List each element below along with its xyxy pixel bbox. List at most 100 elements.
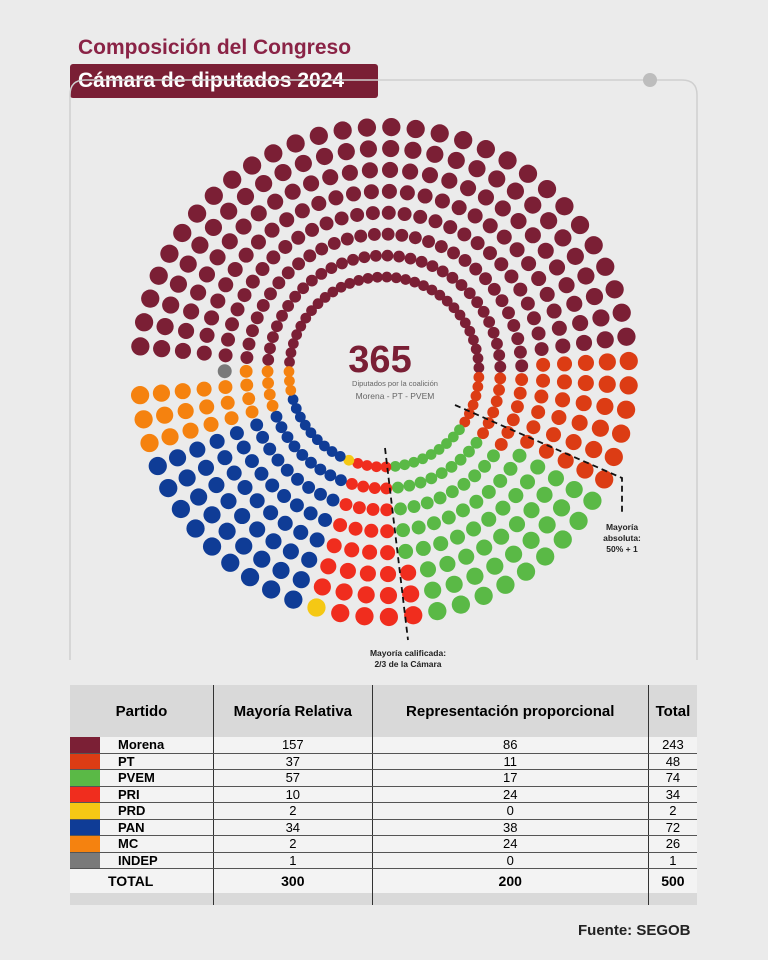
seat (358, 251, 371, 264)
seat (591, 419, 609, 437)
seat (245, 274, 260, 289)
seat (407, 500, 421, 513)
seat (428, 214, 443, 229)
seat (611, 424, 631, 443)
seat (230, 302, 245, 317)
seat (390, 272, 402, 284)
seat (235, 537, 253, 555)
seat (584, 236, 603, 255)
seat (285, 347, 297, 359)
seat (311, 195, 327, 211)
column-header: Representación proporcional (371, 685, 649, 737)
seat (240, 351, 254, 365)
seat (240, 378, 254, 392)
seat (531, 326, 546, 341)
cell: 1 (213, 852, 373, 869)
seat (290, 403, 302, 414)
seat (540, 212, 558, 230)
seat (289, 498, 304, 513)
cell: 48 (647, 753, 697, 770)
seat (271, 453, 285, 467)
cell: 86 (371, 737, 649, 754)
seat (424, 581, 442, 599)
seat (262, 580, 281, 599)
seat (190, 284, 207, 301)
seat (428, 602, 447, 621)
seat (596, 397, 614, 416)
seat (264, 287, 277, 301)
seat (320, 558, 337, 575)
seat (459, 317, 471, 329)
seat (191, 236, 209, 254)
seat (393, 250, 405, 263)
seat (460, 180, 477, 197)
seat (186, 519, 205, 538)
center-value: 365 (348, 339, 411, 381)
seat (217, 364, 232, 379)
seat (612, 303, 631, 322)
center-label: Diputados por la coalición (352, 379, 438, 388)
seat (303, 506, 318, 521)
center-sublabel: Morena - PT - PVEM (356, 391, 435, 401)
seat (179, 255, 197, 273)
seat (326, 538, 342, 554)
seat (343, 454, 355, 466)
seat (379, 586, 398, 605)
seat (506, 413, 520, 427)
seat (149, 266, 168, 285)
seat (394, 502, 407, 516)
seat (483, 316, 496, 328)
seat (435, 467, 448, 480)
seat (302, 480, 316, 494)
seat (178, 469, 196, 487)
seat (380, 461, 392, 473)
seat (477, 305, 490, 318)
column-header: Mayoría Relativa (213, 685, 373, 737)
seat (204, 186, 223, 205)
seat (400, 564, 417, 581)
seat (334, 211, 349, 226)
seat (339, 498, 353, 511)
seat (408, 456, 420, 468)
seat (389, 460, 401, 472)
seat (380, 545, 396, 561)
seat (434, 240, 448, 254)
seat (276, 309, 288, 322)
seat (339, 562, 356, 579)
seat (381, 161, 399, 179)
seat (449, 529, 466, 545)
seat (272, 561, 290, 580)
seat (249, 521, 266, 538)
qualified-line (384, 447, 409, 641)
seat (493, 349, 506, 362)
seat (379, 566, 397, 583)
seat (156, 318, 174, 336)
party-name: MC (100, 835, 214, 853)
seat (445, 485, 459, 499)
seat (341, 164, 358, 181)
seat (552, 499, 571, 517)
cell: 2 (213, 802, 373, 820)
seat (140, 433, 159, 453)
seat (425, 449, 437, 460)
party-color (70, 819, 100, 836)
seat (596, 331, 614, 349)
seat (250, 234, 266, 250)
frame (69, 79, 698, 660)
seat (481, 511, 497, 527)
seat (255, 175, 273, 193)
seat (327, 286, 339, 298)
seat (203, 506, 221, 524)
seat (471, 296, 484, 309)
seat (433, 444, 445, 455)
seat (255, 262, 270, 276)
seat (285, 384, 297, 396)
seat (524, 227, 541, 244)
seat (538, 443, 554, 459)
seat (277, 489, 292, 504)
seat (365, 206, 380, 221)
seat (305, 427, 317, 439)
seat (256, 299, 270, 312)
seat (319, 216, 334, 231)
